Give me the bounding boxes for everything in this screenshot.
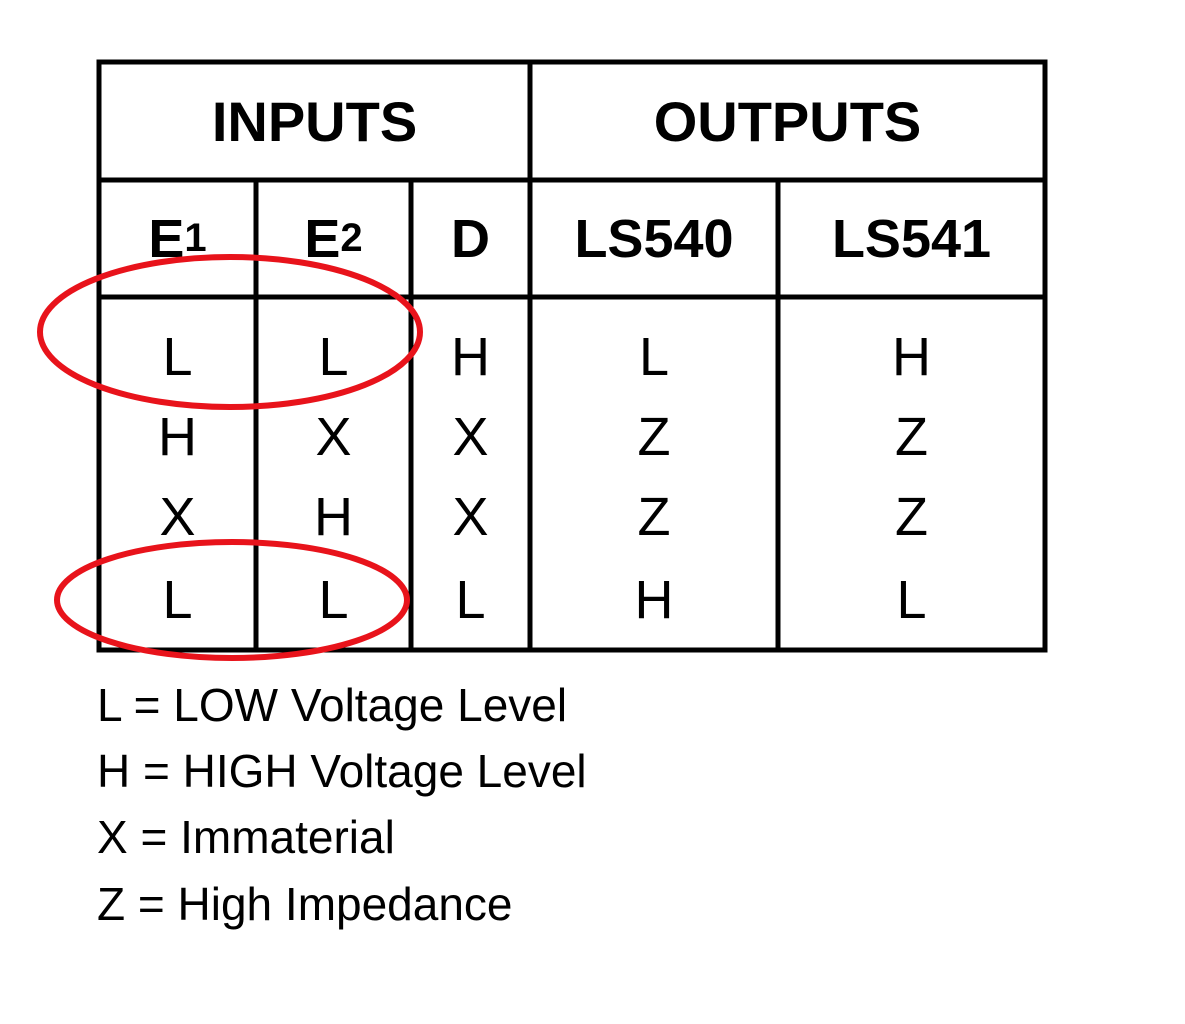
table-cell: L [318, 327, 349, 387]
column-header-label: LS541 [831, 208, 992, 269]
column-header-subscript: 2 [340, 216, 363, 260]
legend-immaterial: X = Immaterial [97, 811, 395, 863]
table-cell: Z [895, 407, 928, 467]
table-cell: L [455, 570, 486, 630]
highlight-ellipse-row-1 [37, 254, 423, 410]
table-cell: H [892, 327, 931, 387]
table-cell: H [158, 407, 197, 467]
table-cell: L [162, 570, 193, 630]
table-cell: L [896, 570, 927, 630]
column-header: LS540 [530, 180, 778, 297]
table-cell: X [315, 407, 352, 467]
column-header-label: LS540 [574, 208, 734, 269]
legend-low: L = LOW Voltage Level [97, 679, 568, 731]
outputs-header: OUTPUTS [653, 89, 922, 153]
table-cell: X [452, 487, 489, 547]
table-cell: H [451, 327, 490, 387]
table-cell: L [162, 327, 193, 387]
table-cell: H [314, 487, 353, 547]
table-cell: H [634, 570, 674, 630]
table-cell: Z [895, 487, 928, 547]
column-header: D [411, 180, 530, 297]
table-cell: L [638, 327, 670, 387]
highlight-ellipse-row-4 [54, 539, 410, 661]
inputs-header: INPUTS [211, 89, 418, 153]
legend-high: H = HIGH Voltage Level [97, 745, 587, 797]
table-cell: Z [637, 487, 671, 547]
table-cell: X [159, 487, 196, 547]
table-cell: Z [637, 407, 671, 467]
column-header: LS541 [778, 180, 1045, 297]
legend-high-impedance: Z = High Impedance [97, 878, 513, 930]
column-header-label: D [451, 208, 490, 269]
column-header-label: E [304, 208, 341, 269]
table-cell: X [452, 407, 489, 467]
column-header-subscript: 1 [184, 216, 207, 260]
table-cell: L [318, 570, 349, 630]
